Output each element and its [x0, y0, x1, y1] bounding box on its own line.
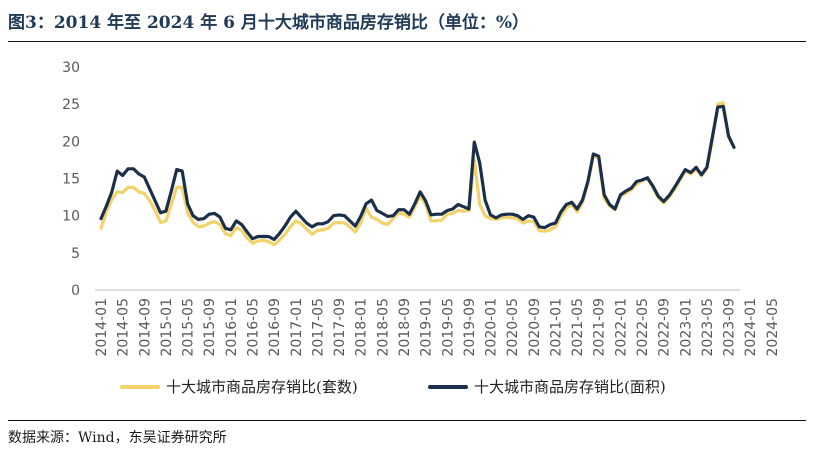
x-tick-label: 2020-09 [527, 298, 543, 357]
legend-label-series1: 十大城市商品房存销比(套数) [166, 378, 358, 396]
top-rule [8, 41, 806, 42]
y-tick-label: 25 [62, 97, 80, 113]
x-tick-label: 2017-01 [289, 298, 305, 357]
y-axis-tick-labels: 0 5 10 15 20 25 30 [62, 60, 80, 299]
y-tick-label: 10 [62, 209, 80, 225]
x-tick-label: 2017-09 [332, 298, 348, 357]
y-tick-label: 5 [71, 246, 80, 262]
series-lines [99, 101, 736, 247]
x-tick-label: 2015-05 [181, 298, 197, 357]
x-tick-label: 2020-01 [484, 298, 500, 357]
series-line-2 [99, 104, 736, 242]
bottom-rule [8, 420, 806, 421]
x-tick-label: 2022-05 [635, 298, 651, 357]
y-tick-label: 15 [62, 172, 80, 188]
y-tick-label: 0 [71, 283, 80, 299]
x-tick-label: 2022-09 [657, 298, 673, 357]
y-tick-label: 20 [62, 134, 80, 150]
x-tick-label: 2022-01 [613, 298, 629, 357]
x-tick-label: 2023-05 [700, 298, 716, 357]
x-tick-label: 2016-01 [224, 298, 240, 357]
x-tick-label: 2021-01 [548, 298, 564, 357]
x-tick-label: 2015-09 [202, 298, 218, 357]
legend: 十大城市商品房存销比(套数) 十大城市商品房存销比(面积) [120, 378, 666, 396]
x-tick-label: 2019-01 [419, 298, 435, 357]
x-tick-label: 2017-05 [310, 298, 326, 357]
figure-title: 图3：2014 年至 2024 年 6 月十大城市商品房存销比（单位：%） [8, 13, 530, 33]
x-tick-label: 2019-09 [462, 298, 478, 357]
x-tick-label: 2016-09 [267, 298, 283, 357]
legend-label-series2: 十大城市商品房存销比(面积) [474, 378, 666, 396]
line-chart: 0 5 10 15 20 25 30 2014-01 2014-05 2014-09 2015-0… [62, 60, 781, 396]
series-line-1 [99, 101, 736, 247]
x-tick-label: 2014-09 [137, 298, 153, 357]
x-tick-label: 2014-05 [116, 298, 132, 357]
x-tick-label: 2024-01 [743, 298, 759, 357]
x-tick-label: 2020-05 [505, 298, 521, 357]
y-tick-label: 30 [62, 60, 80, 76]
x-tick-label: 2018-09 [397, 298, 413, 357]
x-tick-label: 2018-05 [375, 298, 391, 357]
x-tick-label: 2023-09 [722, 298, 738, 357]
x-tick-label: 2023-01 [678, 298, 694, 357]
x-tick-label: 2024-05 [765, 298, 781, 357]
x-tick-label: 2021-05 [570, 298, 586, 357]
x-tick-label: 2015-01 [159, 298, 175, 357]
x-tick-label: 2016-05 [245, 298, 261, 357]
x-tick-label: 2019-05 [440, 298, 456, 357]
x-tick-label: 2014-01 [94, 298, 110, 357]
source-note: 数据来源：Wind，东吴证券研究所 [8, 430, 227, 446]
x-tick-label: 2018-01 [354, 298, 370, 357]
x-axis-tick-labels: 2014-01 2014-05 2014-09 2015-01 2015-05 2015-… [94, 298, 781, 357]
x-tick-label: 2021-09 [592, 298, 608, 357]
